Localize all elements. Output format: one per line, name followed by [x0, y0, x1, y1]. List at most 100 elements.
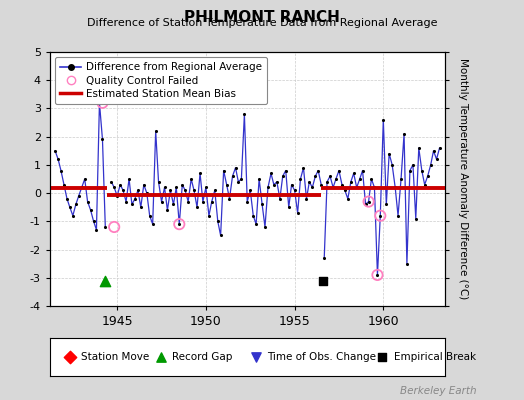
Text: Record Gap: Record Gap — [172, 352, 233, 362]
Point — [411, 215, 420, 222]
Point — [134, 187, 142, 194]
Point — [290, 187, 299, 194]
Point — [157, 198, 166, 205]
Point — [228, 173, 237, 179]
Point — [358, 167, 367, 174]
Point — [281, 167, 290, 174]
Point — [332, 176, 340, 182]
Point — [172, 184, 180, 191]
Point — [86, 207, 95, 213]
Point — [90, 218, 98, 224]
Point — [225, 196, 234, 202]
Point — [293, 210, 302, 216]
Point — [429, 148, 438, 154]
Point — [355, 176, 364, 182]
Point — [155, 179, 163, 185]
Point — [131, 196, 139, 202]
Point — [302, 196, 311, 202]
Point — [376, 212, 385, 219]
Point — [326, 173, 334, 179]
Point — [63, 196, 71, 202]
Point — [270, 182, 278, 188]
Point — [54, 156, 62, 162]
Point — [175, 221, 183, 227]
Point — [420, 182, 429, 188]
Point — [196, 170, 204, 176]
Point — [57, 167, 65, 174]
Point — [184, 198, 192, 205]
Point — [113, 193, 122, 199]
Point — [101, 224, 110, 230]
Point — [107, 179, 115, 185]
Point — [246, 187, 255, 194]
Point — [223, 182, 231, 188]
Point — [432, 156, 441, 162]
Point — [143, 190, 151, 196]
Point — [252, 354, 260, 360]
Point — [373, 272, 381, 278]
Point — [151, 128, 160, 134]
Point — [319, 278, 327, 284]
Point — [347, 179, 355, 185]
Point — [99, 100, 107, 106]
Point — [193, 204, 201, 210]
Text: Berkeley Earth: Berkeley Earth — [400, 386, 477, 396]
Point — [427, 162, 435, 168]
Point — [255, 176, 264, 182]
Point — [385, 150, 394, 157]
Point — [378, 354, 386, 360]
Point — [373, 272, 381, 278]
Point — [211, 187, 219, 194]
Point — [335, 167, 343, 174]
Point — [338, 182, 346, 188]
Point — [329, 184, 337, 191]
Point — [74, 193, 83, 199]
Point — [243, 198, 252, 205]
Y-axis label: Monthly Temperature Anomaly Difference (°C): Monthly Temperature Anomaly Difference (… — [458, 58, 468, 300]
Point — [110, 224, 118, 230]
Point — [128, 201, 136, 208]
Point — [51, 148, 59, 154]
Point — [190, 187, 198, 194]
Point — [279, 173, 287, 179]
Point — [69, 212, 77, 219]
Point — [119, 187, 127, 194]
Point — [139, 182, 148, 188]
Point — [364, 198, 373, 205]
Point — [296, 176, 304, 182]
Point — [308, 184, 316, 191]
Point — [311, 173, 320, 179]
Point — [423, 173, 432, 179]
Point — [122, 198, 130, 205]
Text: Empirical Break: Empirical Break — [394, 352, 476, 362]
Point — [367, 176, 376, 182]
Point — [252, 221, 260, 227]
Point — [350, 170, 358, 176]
Point — [60, 182, 68, 188]
Point — [376, 212, 385, 219]
Legend: Difference from Regional Average, Quality Control Failed, Estimated Station Mean: Difference from Regional Average, Qualit… — [55, 57, 267, 104]
Point — [362, 201, 370, 208]
Point — [272, 179, 281, 185]
Point — [388, 162, 396, 168]
Text: Time of Obs. Change: Time of Obs. Change — [267, 352, 376, 362]
Point — [394, 212, 402, 219]
Point — [287, 182, 296, 188]
Point — [66, 354, 74, 360]
Text: Difference of Station Temperature Data from Regional Average: Difference of Station Temperature Data f… — [87, 18, 437, 28]
Point — [216, 232, 225, 239]
Point — [92, 226, 101, 233]
Point — [314, 167, 322, 174]
Point — [323, 179, 331, 185]
Point — [146, 212, 154, 219]
Point — [237, 176, 246, 182]
Point — [406, 167, 414, 174]
Point — [403, 260, 411, 267]
Point — [125, 176, 133, 182]
Point — [267, 170, 275, 176]
Point — [414, 145, 423, 151]
Point — [169, 201, 178, 208]
Point — [382, 201, 390, 208]
Point — [240, 111, 248, 117]
Point — [285, 204, 293, 210]
